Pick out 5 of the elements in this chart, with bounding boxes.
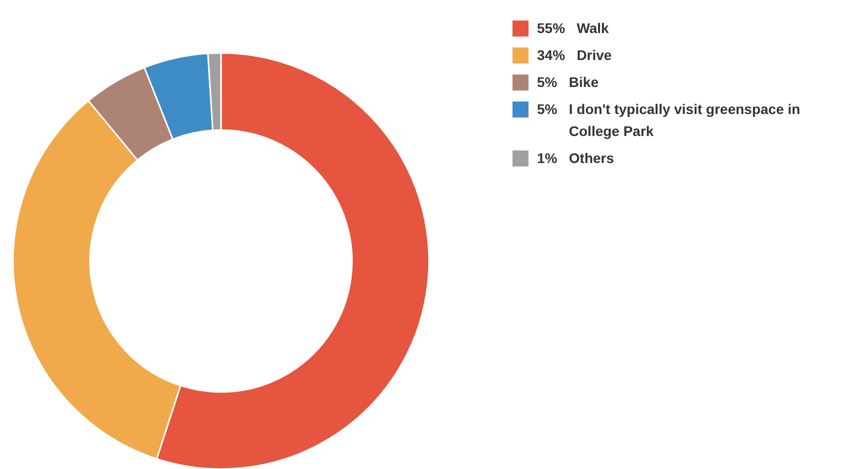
legend-label: 34% Drive — [537, 47, 612, 63]
legend-label: 5% Bike — [537, 74, 599, 90]
legend-label: 1% Others — [537, 150, 614, 166]
legend-label: 5% I don't typically visit greenspace in College Park — [537, 101, 800, 139]
legend-label: 55% Walk — [537, 20, 610, 36]
